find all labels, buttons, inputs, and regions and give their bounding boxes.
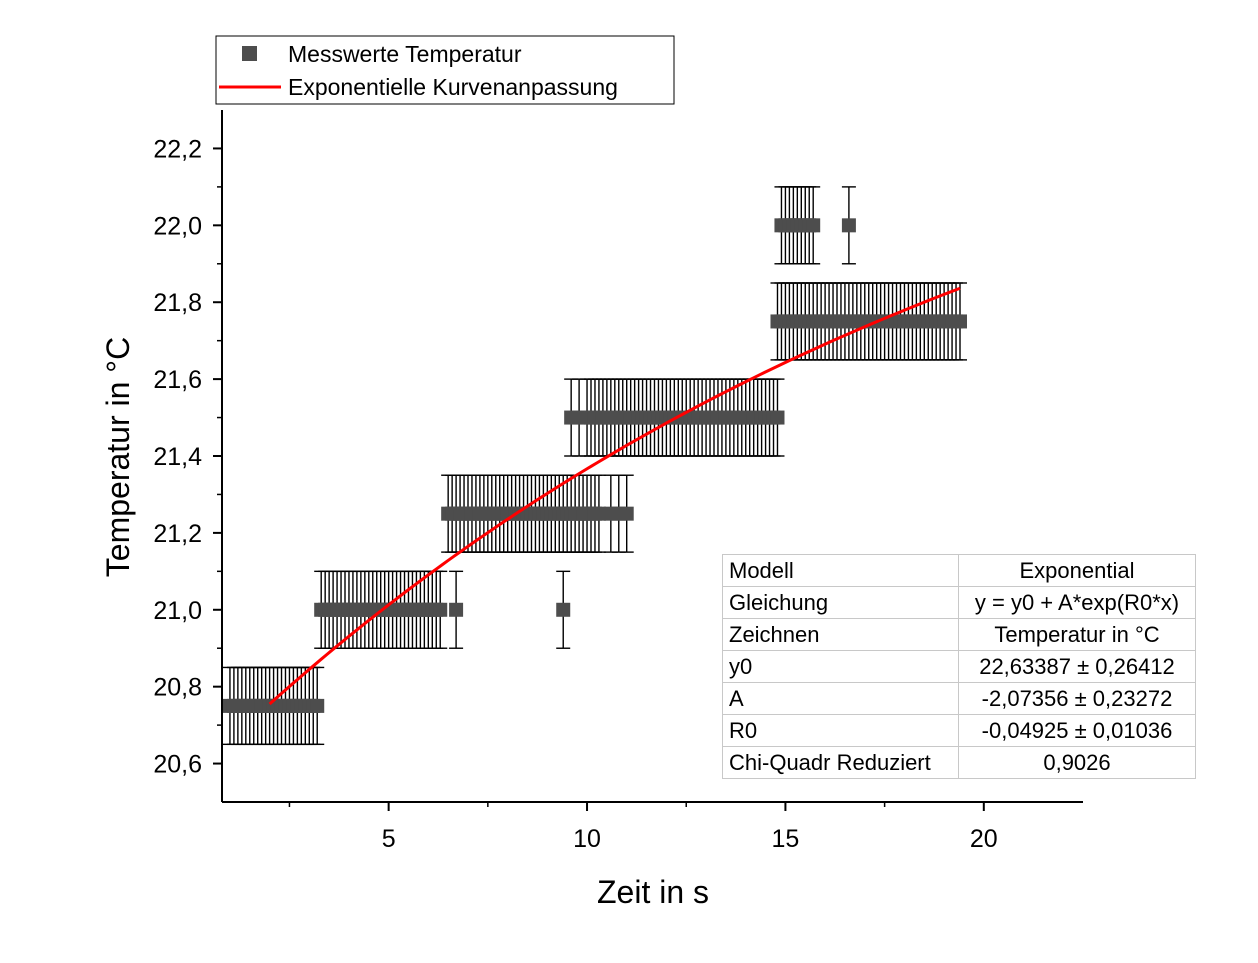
x-tick-label: 5 [382, 825, 396, 853]
legend-label-measurements: Messwerte Temperatur [288, 41, 522, 67]
fit-table-key: Chi-Quadr Reduziert [722, 746, 959, 779]
fit-table-row: Gleichung y = y0 + A*exp(R0*x) [722, 586, 1196, 619]
data-point [770, 410, 785, 425]
fit-table-value: y = y0 + A*exp(R0*x) [958, 586, 1196, 619]
y-axis-title: Temperatur in °C [100, 337, 136, 577]
fit-table-value: -0,04925 ± 0,01036 [958, 714, 1196, 747]
fit-table-key: Zeichnen [722, 618, 959, 651]
fit-table-value: 22,63387 ± 0,26412 [958, 650, 1196, 683]
fit-table-row: Chi-Quadr Reduziert 0,9026 [722, 746, 1196, 779]
data-point [310, 698, 325, 713]
x-tick-label: 15 [772, 825, 800, 853]
data-point [591, 506, 606, 521]
fit-line [268, 286, 961, 706]
fit-table-row: y0 22,63387 ± 0,26412 [722, 650, 1196, 683]
fit-table-key: A [722, 682, 959, 715]
data-point [619, 506, 634, 521]
fit-table-key: R0 [722, 714, 959, 747]
y-tick-label: 21,6 [153, 366, 202, 394]
y-tick-label: 22,0 [153, 212, 202, 240]
fit-table-key: y0 [722, 650, 959, 683]
y-tick-label: 21,0 [153, 597, 202, 625]
y-tick-label: 20,8 [153, 674, 202, 702]
fit-table-row: A -2,07356 ± 0,23272 [722, 682, 1196, 715]
fit-table-key: Gleichung [722, 586, 959, 619]
fit-table-value: -2,07356 ± 0,23272 [958, 682, 1196, 715]
y-tick-label: 21,2 [153, 520, 202, 548]
fit-table-key: Modell [722, 554, 959, 587]
data-point [433, 602, 448, 617]
legend-marker-square [242, 46, 257, 61]
fit-table-value: 0,9026 [958, 746, 1196, 779]
x-tick-label: 20 [970, 825, 998, 853]
fit-table-row: Modell Exponential [722, 554, 1196, 587]
data-point [449, 602, 464, 617]
data-point [953, 314, 967, 329]
data-point [806, 218, 821, 233]
fit-table-value: Temperatur in °C [958, 618, 1196, 651]
data-point [841, 218, 856, 233]
y-tick-label: 21,4 [153, 443, 202, 471]
legend-box [215, 35, 675, 105]
x-axis-title: Zeit in s [597, 874, 709, 910]
fit-results-table: Modell Exponential Gleichung y = y0 + A*exp… [722, 554, 1196, 779]
legend-label-fit: Exponentielle Kurvenanpassung [288, 74, 618, 100]
ticks: 5 10 15 20 20,6 20,8 21,0 21,2 21,4 21,6 21,8 22,0 2… [153, 135, 997, 853]
y-tick-label: 22,2 [153, 135, 202, 163]
fit-table-row: Zeichnen Temperatur in °C [722, 618, 1196, 651]
fit-table-value: Exponential [958, 554, 1196, 587]
x-tick-label: 10 [573, 825, 601, 853]
data-points [222, 218, 967, 713]
y-tick-label: 20,6 [153, 751, 202, 779]
data-point [556, 602, 571, 617]
fit-table-row: R0 -0,04925 ± 0,01036 [722, 714, 1196, 747]
legend: Messwerte Temperatur Exponentielle Kurve… [215, 35, 675, 105]
y-tick-label: 21,8 [153, 289, 202, 317]
